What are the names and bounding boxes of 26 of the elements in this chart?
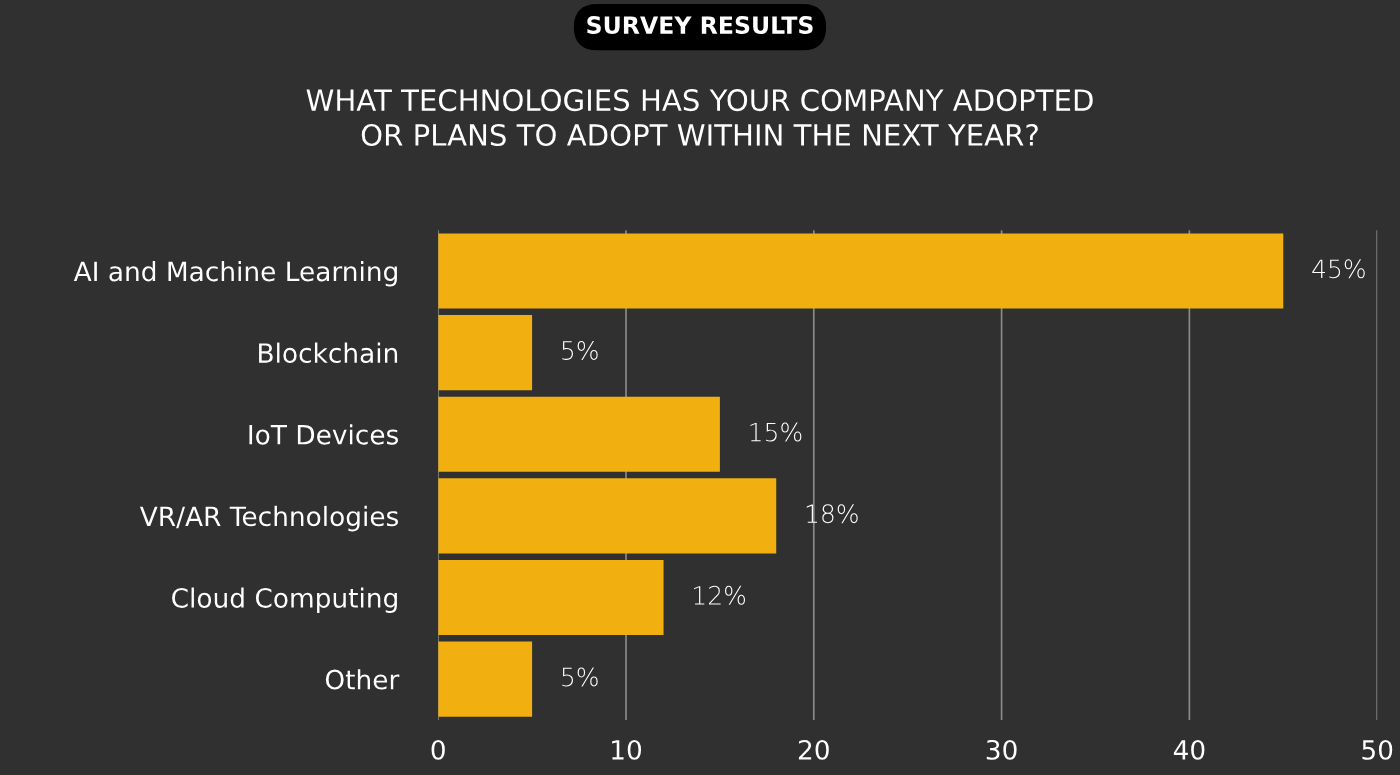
x-tick-label: 10: [612, 739, 642, 760]
x-tick-label: 0: [431, 739, 445, 760]
x-tick-label: 40: [1173, 739, 1205, 760]
bar: [438, 641, 533, 717]
y-tick-label: Other: [325, 669, 400, 690]
y-tick-label: Blockchain: [259, 342, 398, 364]
chart-subtitle: WHAT TECHNOLOGIES HAS YOUR COMPANY ADOPTED OR PLANS TO ADOPT WITHIN THE NEXT YEAR?: [306, 89, 1093, 147]
data-label: 12%: [694, 585, 746, 605]
data-label: 5%: [562, 340, 598, 360]
y-tick-label: VR/AR Technologies: [139, 505, 399, 532]
bar: [438, 478, 777, 554]
y-tick-label: IoT Devices: [249, 424, 399, 445]
bar: [438, 233, 1284, 309]
data-label: 5%: [562, 667, 598, 687]
x-tick-label: 20: [798, 739, 829, 760]
data-label: 15%: [750, 422, 802, 442]
x-tick-label: 50: [1362, 739, 1393, 760]
bar: [438, 396, 720, 472]
data-label: 18%: [806, 504, 858, 524]
y-tick-label: Cloud Computing: [172, 587, 397, 614]
data-label: 45%: [1312, 259, 1365, 279]
x-tick-label: 30: [986, 739, 1017, 760]
chart-title: SURVEY RESULTS: [587, 16, 813, 34]
y-tick-label: AI and Machine Learning: [73, 260, 397, 287]
bar: [438, 559, 664, 636]
bar: [438, 315, 533, 391]
